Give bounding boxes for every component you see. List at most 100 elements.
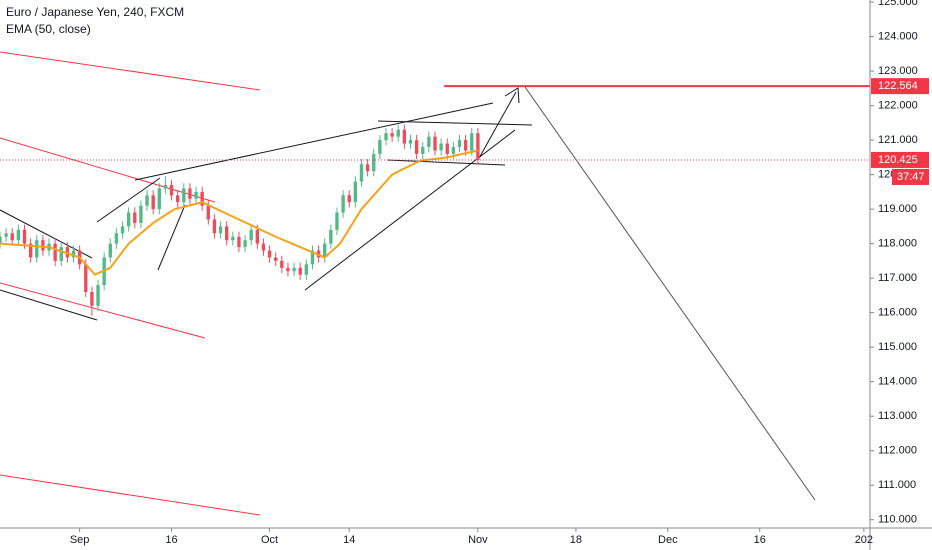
- candle-body: [157, 188, 161, 210]
- candle-body: [372, 153, 376, 172]
- trend-line: [134, 102, 494, 181]
- trend-line: [157, 204, 186, 271]
- candle-body: [402, 129, 407, 144]
- y-tick-label: 125.000: [878, 0, 918, 8]
- candle-body: [261, 243, 266, 251]
- candle-body: [151, 195, 155, 210]
- candle-body: [163, 184, 168, 189]
- price-label-bg: [871, 78, 929, 95]
- x-tick-label: Sep: [70, 534, 90, 546]
- candle-body: [0, 236, 2, 244]
- y-tick-label: 110.000: [878, 514, 917, 526]
- y-tick-label: 113.000: [878, 410, 917, 422]
- candle-body: [414, 140, 419, 154]
- candle-body: [133, 212, 137, 223]
- candle-body: [41, 240, 45, 251]
- y-tick-label: 112.000: [878, 445, 917, 457]
- y-tick-label: 124.000: [878, 30, 918, 42]
- candle-body: [249, 229, 253, 241]
- candle-body: [218, 226, 223, 234]
- channel-line: [0, 474, 261, 516]
- x-tick-label: 16: [165, 534, 177, 546]
- y-tick-label: 114.000: [878, 376, 917, 388]
- arrow-head: [504, 87, 520, 104]
- candle-body: [457, 140, 462, 148]
- y-tick-label: 119.000: [878, 203, 917, 215]
- candle-body: [463, 140, 468, 151]
- candle-body: [323, 243, 327, 258]
- x-tick-label: 18: [570, 534, 582, 546]
- y-tick-label: 122.000: [878, 100, 918, 112]
- channel-line: [0, 282, 206, 339]
- candle-body: [139, 205, 143, 223]
- candle-body: [71, 250, 76, 258]
- candle-body: [292, 267, 296, 272]
- trend-line: [0, 137, 216, 203]
- y-tick-label: 116.000: [878, 307, 917, 319]
- candle-body: [280, 260, 284, 268]
- x-tick-label: Nov: [468, 534, 488, 546]
- y-tick-label: 111.000: [878, 479, 916, 491]
- candle-body: [267, 250, 272, 258]
- x-tick-label: 16: [754, 534, 766, 546]
- last-price-bg: [871, 151, 929, 168]
- candle-body: [10, 233, 14, 241]
- candle-body: [16, 229, 21, 241]
- candle-body: [237, 236, 241, 248]
- candle-body: [120, 226, 125, 234]
- countdown-bg: [892, 168, 929, 185]
- candle-body: [335, 212, 339, 230]
- candle-body: [200, 191, 204, 206]
- candle-body: [96, 285, 100, 306]
- x-tick-label: Dec: [658, 534, 678, 546]
- candle-body: [53, 243, 57, 261]
- candle-body: [212, 219, 217, 234]
- candle-body: [145, 195, 149, 206]
- candle-body: [90, 291, 94, 306]
- y-tick-label: 115.000: [878, 341, 917, 353]
- candle-body: [396, 129, 400, 137]
- y-tick-label: 121.000: [878, 134, 918, 146]
- candle-body: [353, 181, 358, 203]
- candle-body: [169, 184, 174, 196]
- candle-body: [59, 247, 63, 261]
- candle-body: [84, 264, 88, 292]
- candle-body: [421, 147, 425, 154]
- chart-title: Euro / Japanese Yen, 240, FXCM: [6, 5, 184, 19]
- trend-line: [386, 159, 506, 166]
- candle-body: [310, 250, 315, 265]
- price-label: 122.564: [878, 80, 918, 92]
- candle-body: [408, 140, 413, 144]
- candle-body: [427, 136, 431, 148]
- candle-body: [451, 147, 456, 154]
- ema-line: [0, 149, 479, 276]
- x-tick-label: Oct: [261, 534, 278, 546]
- candle-body: [433, 136, 437, 151]
- trend-line: [377, 120, 533, 126]
- candle-body: [470, 133, 474, 151]
- y-tick-label: 123.000: [878, 65, 918, 77]
- candle-body: [175, 195, 180, 203]
- candle-body: [341, 195, 345, 213]
- candle-body: [114, 233, 119, 244]
- x-tick-label: 202: [855, 534, 873, 546]
- candle-body: [390, 133, 394, 137]
- candle-body: [231, 236, 235, 241]
- candle-body: [439, 143, 443, 151]
- candle-body: [194, 191, 198, 199]
- candle-body: [476, 133, 480, 160]
- candle-body: [298, 267, 302, 275]
- candle-body: [182, 188, 186, 203]
- y-tick-label: 118.000: [878, 238, 917, 250]
- indicator-legend: EMA (50, close): [6, 22, 91, 36]
- candle-body: [243, 240, 247, 248]
- candle-body: [35, 240, 39, 258]
- candle-body: [445, 143, 449, 154]
- candle-body: [4, 233, 8, 237]
- candle-body: [359, 164, 364, 182]
- y-tick-label: 117.000: [878, 272, 917, 284]
- candle-body: [126, 212, 131, 227]
- countdown: 37:47: [897, 171, 925, 183]
